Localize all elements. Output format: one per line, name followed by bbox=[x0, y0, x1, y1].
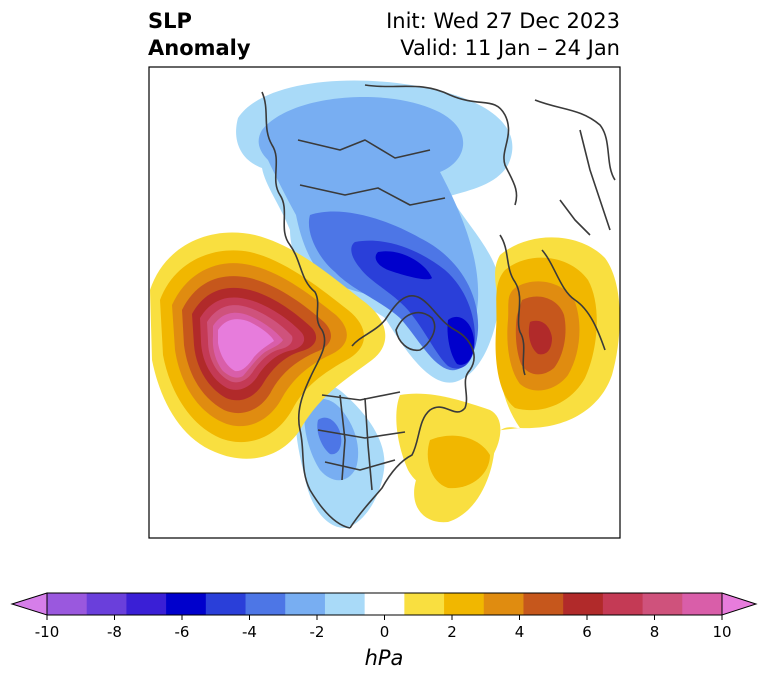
colorbar-cell bbox=[523, 593, 564, 615]
colorbar: -10 -8 -6 -4 -2 0 2 4 6 8 10 bbox=[10, 592, 758, 641]
colorbar-cell bbox=[245, 593, 286, 615]
colorbar-cell bbox=[324, 593, 366, 615]
slp-anomaly-map bbox=[148, 66, 621, 539]
colorbar-extend-max bbox=[721, 592, 758, 616]
colorbar-cell bbox=[642, 593, 683, 615]
colorbar-tick-label: 2 bbox=[447, 623, 457, 641]
colorbar-cell bbox=[682, 593, 723, 615]
coastlines bbox=[261, 84, 616, 529]
colorbar-cell bbox=[47, 593, 88, 615]
colorbar-cell bbox=[404, 593, 445, 615]
colorbar-cell bbox=[364, 593, 405, 615]
colorbar-cell bbox=[166, 593, 207, 615]
colorbar-tick-label: 6 bbox=[582, 623, 592, 641]
colorbar-tick-label: 0 bbox=[380, 623, 390, 641]
negative-anomaly-west-us bbox=[295, 382, 385, 528]
colorbar-tick-label: -8 bbox=[107, 623, 122, 641]
colorbar-tick-label: -10 bbox=[35, 623, 60, 641]
title-subtitle: Anomaly bbox=[148, 36, 251, 60]
map-title: SLP Anomaly bbox=[148, 8, 251, 62]
colorbar-tick-label: -2 bbox=[310, 623, 325, 641]
map-dates: Init: Wed 27 Dec 2023 Valid: 11 Jan – 24… bbox=[386, 8, 620, 62]
colorbar-cell bbox=[205, 593, 247, 615]
colorbar-tick-label: 4 bbox=[515, 623, 525, 641]
colorbar-cell bbox=[563, 593, 604, 615]
negative-anomaly-north bbox=[236, 80, 513, 383]
colorbar-tick-label: 10 bbox=[712, 623, 731, 641]
colorbar-cell bbox=[602, 593, 644, 615]
map-frame bbox=[148, 66, 621, 539]
colorbar-extend-min bbox=[10, 592, 48, 616]
colorbar-tick-label: 8 bbox=[650, 623, 660, 641]
colorbar-cell bbox=[285, 593, 326, 615]
init-date: Init: Wed 27 Dec 2023 bbox=[386, 9, 620, 33]
colorbar-cell bbox=[126, 593, 167, 615]
colorbar-cell bbox=[86, 593, 127, 615]
title-variable: SLP bbox=[148, 9, 192, 33]
positive-anomaly-europe bbox=[396, 237, 620, 523]
colorbar-unit-label: hPa bbox=[364, 646, 404, 670]
valid-range: Valid: 11 Jan – 24 Jan bbox=[400, 36, 620, 60]
positive-anomaly-pacific bbox=[150, 232, 386, 459]
colorbar-tick-label: -4 bbox=[242, 623, 257, 641]
colorbar-tick-label: -6 bbox=[175, 623, 190, 641]
colorbar-cell bbox=[444, 593, 485, 615]
colorbar-cell bbox=[483, 593, 524, 615]
